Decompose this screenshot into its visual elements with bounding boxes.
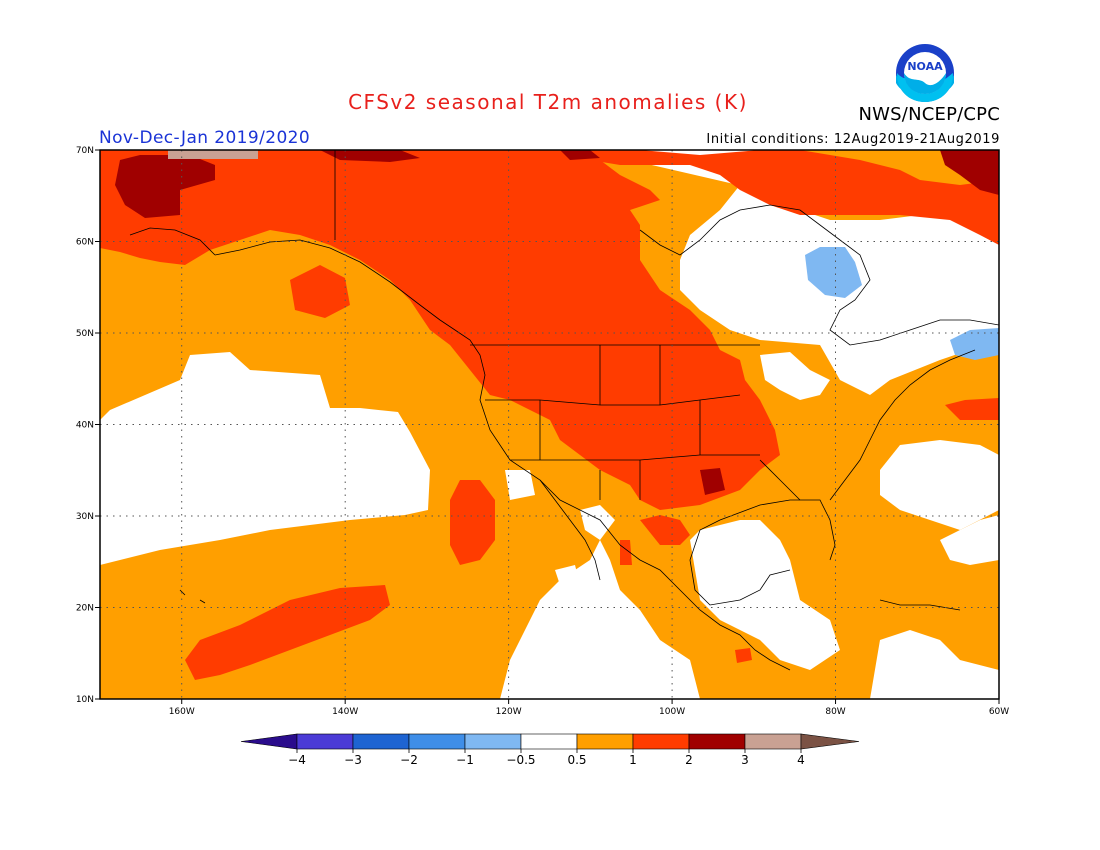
lat-tick-label: 20N xyxy=(76,604,94,614)
longitude-axis: 160W 140W 120W 100W 80W 60W xyxy=(169,699,1009,717)
lat-tick-label: 40N xyxy=(76,421,94,431)
svg-text:NOAA: NOAA xyxy=(907,60,943,73)
colorbar-label: 3 xyxy=(741,753,749,767)
colorbar-label: −3 xyxy=(344,753,362,767)
colorbar-swatch xyxy=(520,733,578,750)
colorbar: −4 −3 −2 −1 −0.5 0.5 1 2 3 4 xyxy=(240,733,860,767)
colorbar-swatch xyxy=(576,733,634,750)
colorbar-swatch xyxy=(296,733,354,750)
colorbar-swatch xyxy=(688,733,746,750)
colorbar-label: 2 xyxy=(685,753,693,767)
lon-tick-label: 160W xyxy=(169,707,195,717)
noaa-logo: NOAA xyxy=(896,44,954,102)
anomaly-negative-areas xyxy=(805,247,999,360)
lon-tick-label: 120W xyxy=(496,707,522,717)
colorbar-label: −0.5 xyxy=(506,753,535,767)
colorbar-label: −1 xyxy=(456,753,474,767)
lon-tick-label: 140W xyxy=(332,707,358,717)
lon-tick-label: 80W xyxy=(825,707,845,717)
lon-tick-label: 60W xyxy=(989,707,1009,717)
anomaly-2-3K-areas xyxy=(115,150,999,495)
colorbar-swatch xyxy=(408,733,466,750)
colorbar-label: 1 xyxy=(629,753,637,767)
colorbar-label: −4 xyxy=(288,753,306,767)
lat-tick-label: 70N xyxy=(76,146,94,156)
colorbar-arrow-high xyxy=(800,733,860,750)
colorbar-arrow-low xyxy=(240,733,298,750)
colorbar-label: 4 xyxy=(797,753,805,767)
colorbar-swatch xyxy=(632,733,690,750)
agency-label: NWS/NCEP/CPC xyxy=(858,104,1000,125)
colorbar-label: 0.5 xyxy=(567,753,586,767)
colorbar-swatch xyxy=(352,733,410,750)
lat-tick-label: 30N xyxy=(76,512,94,522)
lat-tick-label: 60N xyxy=(76,238,94,248)
initial-conditions-label: Initial conditions: 12Aug2019-21Aug2019 xyxy=(706,132,1000,147)
anomaly-1-2K-areas xyxy=(100,150,999,680)
coastlines xyxy=(129,150,999,671)
lon-tick-label: 100W xyxy=(659,707,685,717)
colorbar-label: −2 xyxy=(400,753,418,767)
colorbar-swatch xyxy=(464,733,522,750)
lat-tick-label: 10N xyxy=(76,695,94,705)
latitude-axis: 70N 60N 50N 40N 30N 20N 10N xyxy=(76,146,100,705)
map-title: CFSv2 seasonal T2m anomalies (K) xyxy=(348,90,748,114)
map-gridlines xyxy=(100,150,999,699)
lat-tick-label: 50N xyxy=(76,329,94,339)
season-label: Nov-Dec-Jan 2019/2020 xyxy=(99,128,311,148)
anomaly-3-4K-area xyxy=(168,150,258,159)
colorbar-swatch xyxy=(744,733,802,750)
